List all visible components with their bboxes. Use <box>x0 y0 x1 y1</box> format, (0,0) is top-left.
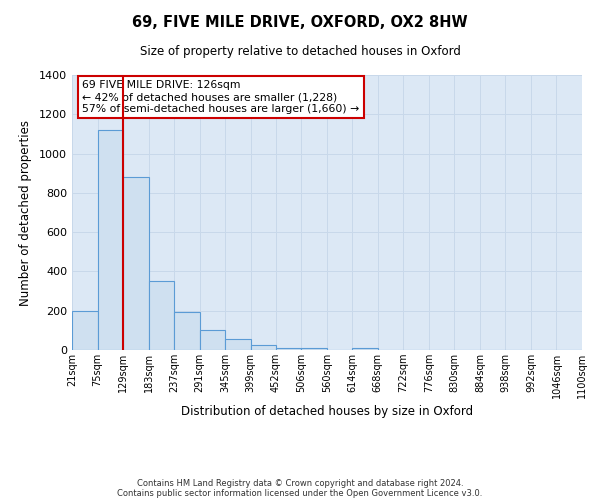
Bar <box>225 339 251 350</box>
Bar <box>301 348 327 350</box>
Bar <box>251 345 276 350</box>
X-axis label: Distribution of detached houses by size in Oxford: Distribution of detached houses by size … <box>181 405 473 418</box>
Text: 69, FIVE MILE DRIVE, OXFORD, OX2 8HW: 69, FIVE MILE DRIVE, OXFORD, OX2 8HW <box>132 15 468 30</box>
Text: Contains HM Land Registry data © Crown copyright and database right 2024.: Contains HM Land Registry data © Crown c… <box>137 478 463 488</box>
Text: Size of property relative to detached houses in Oxford: Size of property relative to detached ho… <box>140 45 460 58</box>
Text: Contains public sector information licensed under the Open Government Licence v3: Contains public sector information licen… <box>118 488 482 498</box>
Bar <box>200 330 225 350</box>
Bar <box>174 312 200 350</box>
Bar <box>149 281 174 350</box>
Y-axis label: Number of detached properties: Number of detached properties <box>19 120 32 306</box>
Bar <box>98 130 123 350</box>
Bar <box>352 348 378 350</box>
Bar <box>276 348 301 350</box>
Bar <box>123 177 149 350</box>
Text: 69 FIVE MILE DRIVE: 126sqm
← 42% of detached houses are smaller (1,228)
57% of s: 69 FIVE MILE DRIVE: 126sqm ← 42% of deta… <box>82 80 359 114</box>
Bar <box>72 310 98 350</box>
